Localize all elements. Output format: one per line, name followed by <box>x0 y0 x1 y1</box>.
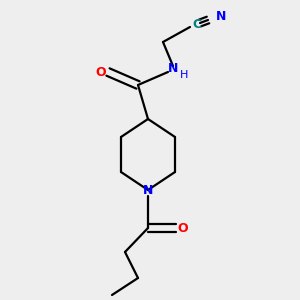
Text: N: N <box>168 62 178 76</box>
Text: H: H <box>180 70 188 80</box>
Text: O: O <box>178 221 188 235</box>
Text: C: C <box>192 17 202 31</box>
Text: N: N <box>216 10 226 22</box>
Text: N: N <box>143 184 153 196</box>
Text: O: O <box>96 65 106 79</box>
